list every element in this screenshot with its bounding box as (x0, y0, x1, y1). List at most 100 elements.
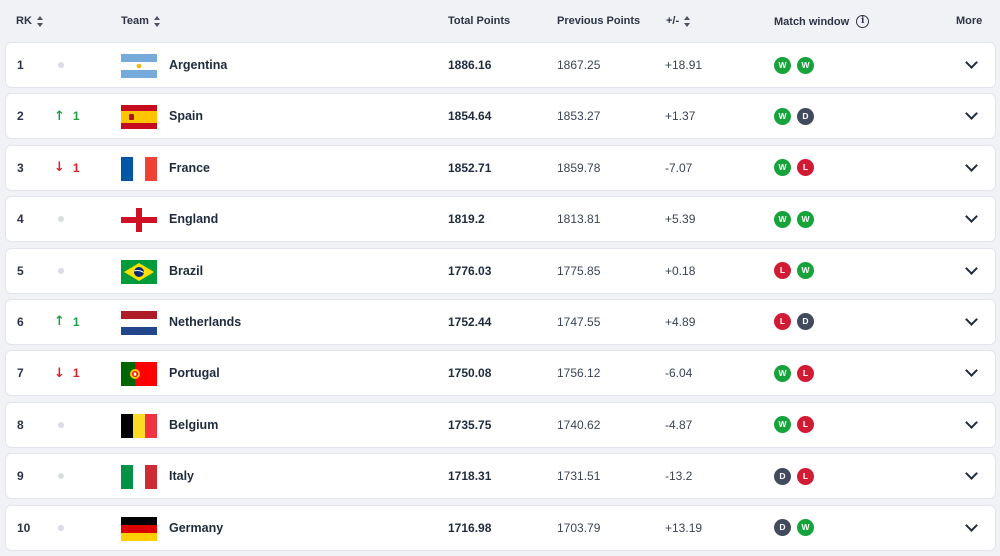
chevron-down-icon (964, 518, 978, 532)
result-badge: W (774, 159, 791, 177)
expand-button[interactable] (964, 300, 978, 344)
previous-points: 1703.79 (557, 520, 601, 535)
table-header: RK Team Total Points Previous Points +/-… (0, 0, 1000, 42)
points-difference: -7.07 (665, 160, 693, 175)
plus-minus-header-label: +/- (666, 15, 680, 27)
info-icon[interactable]: i (856, 15, 870, 28)
result-badge: W (774, 364, 791, 382)
no-change-dot-icon (58, 473, 64, 480)
table-row[interactable]: 3 ↓ 1 France 1852.71 1859.78 -7.07 W L (5, 144, 996, 191)
team-name[interactable]: Germany (169, 520, 224, 535)
total-points: 1819.2 (448, 212, 485, 227)
points-difference: -4.87 (665, 417, 693, 432)
match-window-header-label: Match window (774, 15, 850, 28)
team-name[interactable]: Argentina (169, 58, 228, 72)
table-row[interactable]: 7 ↓ 1 Portugal 1750.08 1756.12 -6.04 W L (5, 350, 996, 397)
rk-header[interactable]: RK (16, 15, 44, 27)
table-row[interactable]: 8 Belgium 1735.75 1740.62 -4.87 W L (5, 401, 996, 448)
rank-change-value: 1 (72, 109, 80, 124)
expand-button[interactable] (964, 351, 978, 395)
previous-points: 1853.27 (557, 109, 601, 124)
expand-button[interactable] (964, 43, 978, 87)
team-name[interactable]: England (169, 212, 219, 227)
table-row[interactable]: 1 Argentina 1886.16 1867.25 +18.91 W W (5, 42, 996, 88)
team-name[interactable]: Spain (169, 109, 204, 124)
expand-button[interactable] (964, 506, 978, 550)
team-name[interactable]: France (169, 160, 210, 175)
result-badge: W (774, 107, 791, 125)
rank-value: 7 (17, 366, 24, 381)
chevron-down-icon (964, 467, 978, 480)
result-badge: W (797, 262, 814, 280)
table-row[interactable]: 9 Italy 1718.31 1731.51 -13.2 D L (5, 453, 996, 500)
previous-points: 1813.81 (557, 212, 601, 227)
flag-spain-icon (121, 105, 157, 130)
result-badge: D (797, 313, 814, 331)
team-header-label: Team (121, 15, 149, 27)
previous-points-header: Previous Points (557, 15, 640, 27)
expand-button[interactable] (964, 403, 978, 447)
table-row[interactable]: 10 Germany 1716.98 1703.79 +13.19 D W (5, 504, 996, 551)
total-points: 1718.31 (448, 469, 492, 484)
chevron-down-icon (964, 313, 978, 326)
ranking-rows: 1 Argentina 1886.16 1867.25 +18.91 W W 2 ↑ 1 Spain… (5, 42, 996, 556)
expand-button[interactable] (964, 454, 978, 498)
previous-points: 1756.12 (557, 366, 601, 381)
no-change-dot-icon (58, 62, 64, 68)
table-row[interactable]: 4 England 1819.2 1813.81 +5.39 W W (5, 196, 996, 243)
total-points: 1735.75 (448, 417, 492, 432)
rank-value: 5 (17, 263, 24, 278)
team-name[interactable]: Italy (169, 469, 195, 484)
points-difference: +18.91 (665, 58, 703, 72)
chevron-down-icon (964, 364, 978, 378)
expand-button[interactable] (964, 94, 978, 138)
team-name[interactable]: Portugal (169, 366, 220, 381)
flag-italy-icon (121, 465, 157, 490)
arrow-down-icon: ↓ (54, 160, 65, 176)
previous-points: 1747.55 (557, 314, 601, 329)
rank-change (54, 403, 64, 447)
rank-value: 6 (17, 314, 24, 329)
table-row[interactable]: 5 Brazil 1776.03 1775.85 +0.18 L W (5, 247, 996, 294)
flag-argentina-icon (121, 54, 157, 78)
team-name[interactable]: Brazil (169, 263, 204, 278)
chevron-down-icon (964, 210, 978, 224)
rank-value: 3 (17, 160, 24, 175)
previous-points-header-label: Previous Points (557, 15, 641, 27)
team-name[interactable]: Netherlands (169, 314, 242, 329)
no-change-dot-icon (58, 421, 64, 428)
expand-button[interactable] (964, 249, 978, 293)
points-difference: +13.19 (665, 520, 703, 535)
previous-points: 1740.62 (557, 417, 601, 432)
expand-button[interactable] (964, 197, 978, 241)
plus-minus-header[interactable]: +/- (666, 15, 691, 27)
total-points: 1716.98 (448, 520, 492, 535)
points-difference: +4.89 (665, 314, 696, 329)
team-header[interactable]: Team (121, 15, 161, 27)
rank-change: ↓ 1 (54, 146, 80, 190)
total-points: 1852.71 (448, 160, 492, 175)
total-points: 1776.03 (448, 263, 492, 278)
arrow-up-icon: ↑ (54, 108, 65, 124)
rank-value: 2 (17, 109, 24, 124)
points-difference: +0.18 (665, 263, 696, 278)
expand-button[interactable] (964, 146, 978, 190)
chevron-down-icon (964, 56, 978, 69)
previous-points: 1859.78 (557, 160, 601, 175)
result-badge: D (774, 519, 791, 537)
rank-change: ↑ 1 (54, 94, 80, 138)
table-row[interactable]: 2 ↑ 1 Spain 1854.64 1853.27 +1.37 W D (5, 93, 996, 140)
team-name[interactable]: Belgium (169, 417, 219, 432)
result-badge: L (774, 313, 791, 331)
table-row[interactable]: 6 ↑ 1 Netherlands 1752.44 1747.55 +4.89 L D (5, 298, 996, 345)
rank-value: 4 (17, 212, 24, 227)
sort-icon (36, 15, 44, 27)
